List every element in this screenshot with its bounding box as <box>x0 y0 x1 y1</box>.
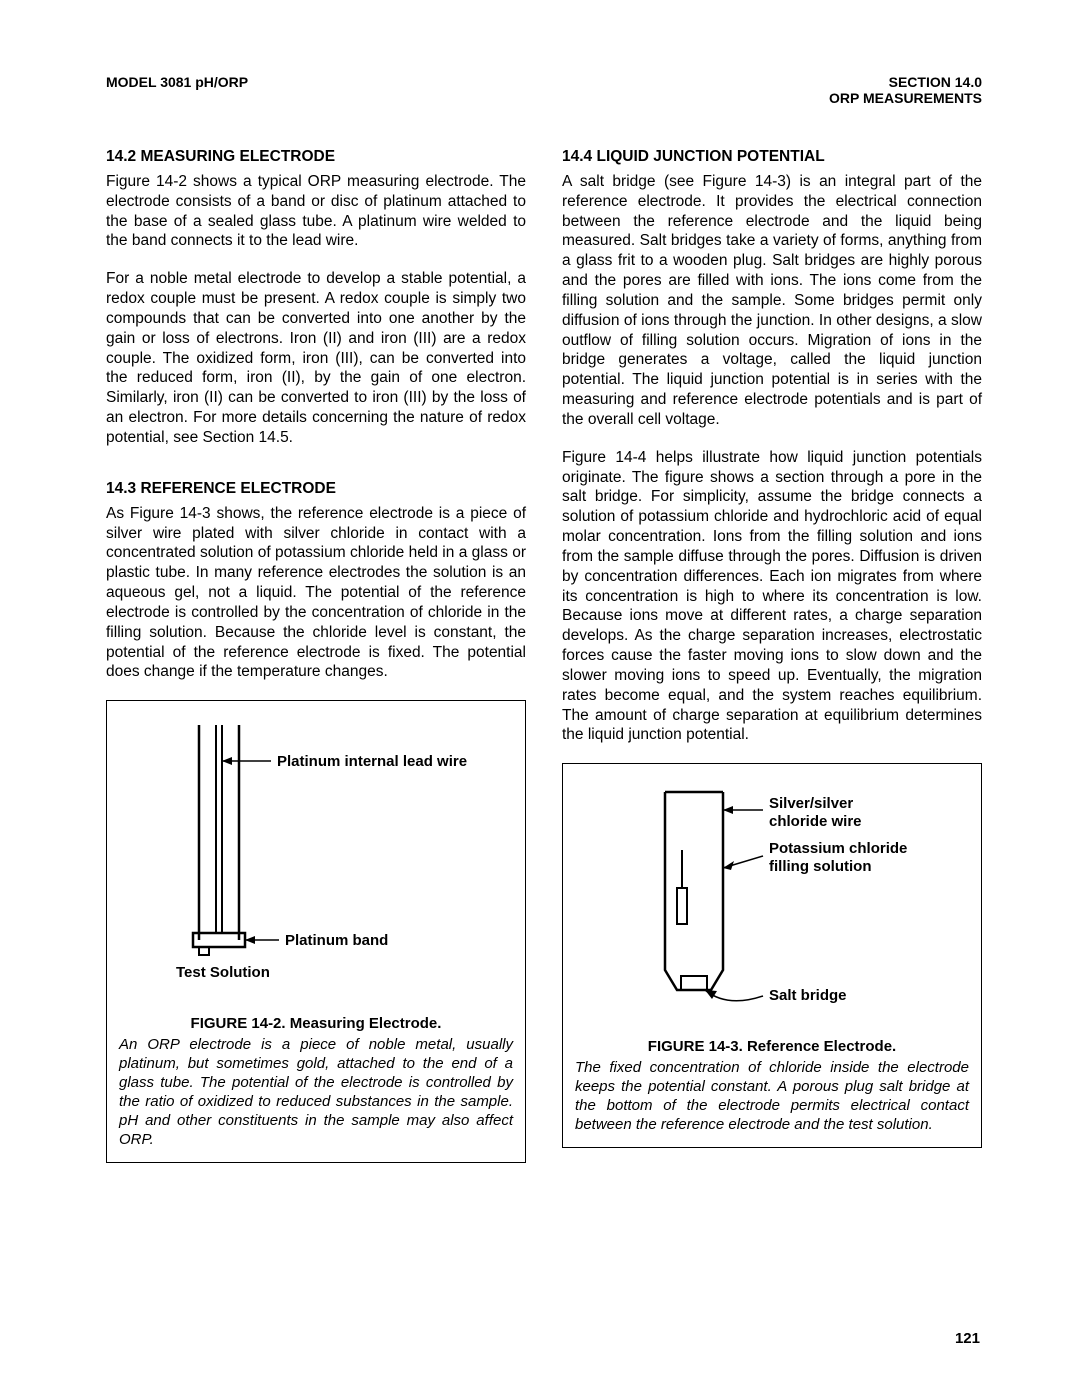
label-silver-wire-1: Silver/silver <box>769 795 853 812</box>
heading-14-4: 14.4 LIQUID JUNCTION POTENTIAL <box>562 148 982 166</box>
figure-14-3-diagram: Silver/silver chloride wire Potassium ch… <box>575 778 969 1028</box>
heading-14-3: 14.3 REFERENCE ELECTRODE <box>106 480 526 498</box>
header-left: MODEL 3081 pH/ORP <box>106 74 248 106</box>
label-lead-wire: Platinum internal lead wire <box>277 753 467 770</box>
header-section: SECTION 14.0 <box>829 74 982 90</box>
right-column: 14.4 LIQUID JUNCTION POTENTIAL A salt br… <box>562 148 982 1163</box>
page-number: 121 <box>955 1330 980 1347</box>
left-column: 14.2 MEASURING ELECTRODE Figure 14-2 sho… <box>106 148 526 1163</box>
figure-14-3: Silver/silver chloride wire Potassium ch… <box>562 763 982 1148</box>
label-silver-wire-2: chloride wire <box>769 813 862 830</box>
para-14-3-a: As Figure 14-3 shows, the reference elec… <box>106 504 526 682</box>
figure-14-2-title: FIGURE 14-2. Measuring Electrode. <box>119 1015 513 1032</box>
label-test-solution: Test Solution <box>176 964 270 981</box>
page-header: MODEL 3081 pH/ORP SECTION 14.0 ORP MEASU… <box>106 74 982 106</box>
figure-14-3-caption: The fixed concentration of chloride insi… <box>575 1059 969 1135</box>
figure-14-2-caption: An ORP electrode is a piece of noble met… <box>119 1036 513 1149</box>
header-right: SECTION 14.0 ORP MEASUREMENTS <box>829 74 982 106</box>
label-band: Platinum band <box>285 932 388 949</box>
para-14-2-a: Figure 14-2 shows a typical ORP measurin… <box>106 172 526 251</box>
content-columns: 14.2 MEASURING ELECTRODE Figure 14-2 sho… <box>106 148 982 1163</box>
label-fill-2: filling solution <box>769 858 871 875</box>
label-fill-1: Potassium chloride <box>769 840 907 857</box>
heading-14-2: 14.2 MEASURING ELECTRODE <box>106 148 526 166</box>
para-14-4-a: A salt bridge (see Figure 14-3) is an in… <box>562 172 982 430</box>
figure-14-2: Platinum internal lead wire Platinum ban… <box>106 700 526 1162</box>
figure-14-3-title: FIGURE 14-3. Reference Electrode. <box>575 1038 969 1055</box>
figure-14-2-diagram: Platinum internal lead wire Platinum ban… <box>119 715 513 1005</box>
para-14-2-b: For a noble metal electrode to develop a… <box>106 269 526 447</box>
label-salt-bridge: Salt bridge <box>769 987 847 1004</box>
header-subtitle: ORP MEASUREMENTS <box>829 90 982 106</box>
para-14-4-b: Figure 14-4 helps illustrate how liquid … <box>562 448 982 745</box>
